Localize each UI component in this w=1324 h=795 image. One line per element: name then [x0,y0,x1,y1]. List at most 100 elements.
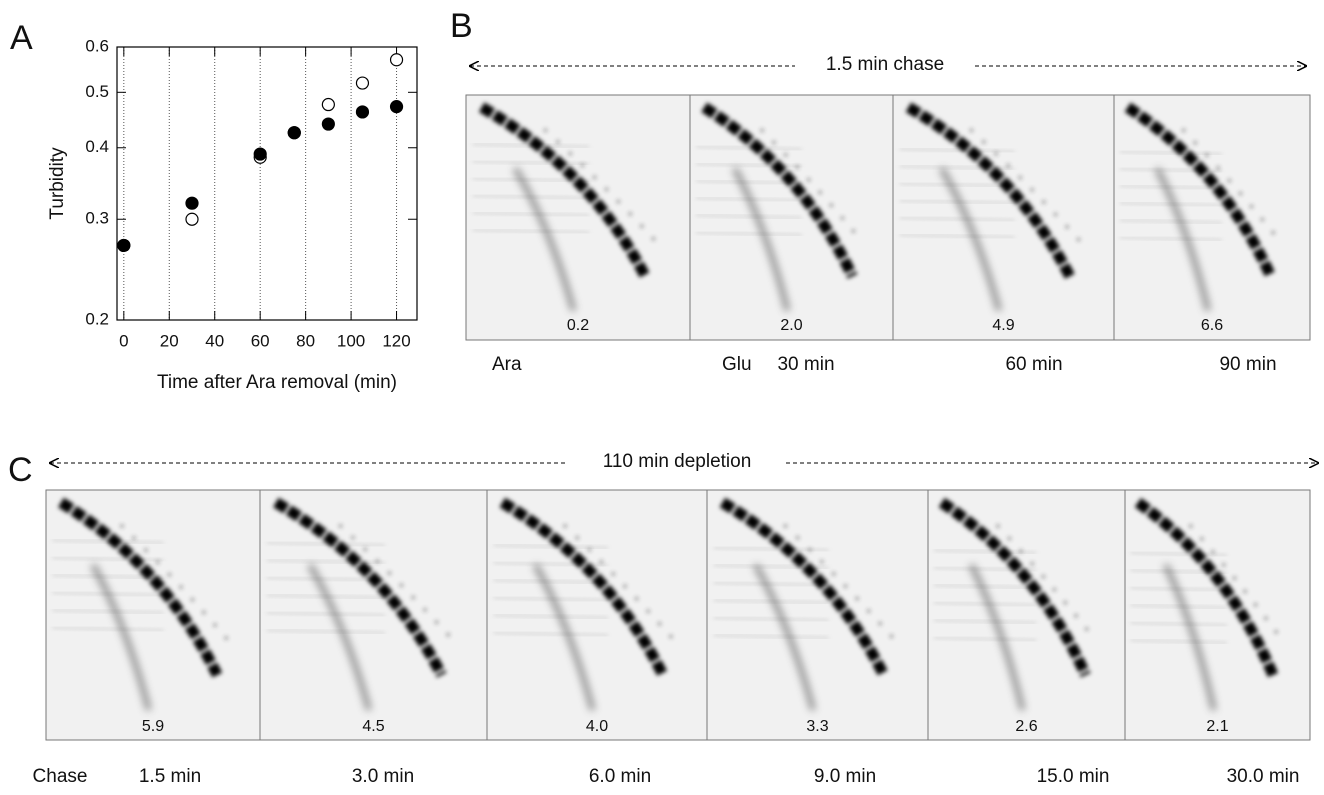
gel-streak [266,611,385,617]
point [287,126,301,140]
gel-streak [1130,639,1227,644]
gel-streak [696,180,802,185]
gel-image [927,489,1126,741]
x-tick-label: 120 [382,331,410,350]
gel-arc [532,563,596,711]
panel-label: C [8,451,33,489]
point [389,53,404,67]
gel-background [927,489,1126,741]
gel-streak [713,581,829,587]
x-tick-label: 60 [251,331,270,350]
point [117,238,131,253]
gel-arc [939,167,1002,312]
lane-value: 4.5 [362,718,384,735]
gel-streak [266,629,385,634]
gel-spot-line [119,523,230,641]
x-tick-label: 80 [296,331,315,350]
gel-spot-line [783,523,896,641]
gel-streak [266,576,385,582]
gel-streak [933,549,1037,554]
lane-label: 1.5 min [139,766,201,787]
gel-spot-line [969,128,1082,244]
gel-streak [899,233,1015,239]
lane-label: 15.0 min [1037,766,1110,787]
gel-arc [1162,563,1217,711]
gel-streak [1130,551,1227,557]
lane-label: 3.0 min [352,766,414,787]
gel-streak [52,609,164,614]
gel-background [486,489,708,741]
x-tick-label: 40 [205,331,224,350]
gel-streak [899,148,1015,153]
gel-streak [933,584,1037,589]
x-tick-label: 20 [160,331,179,350]
gel-streak [696,145,802,151]
lane-label: Glu [722,354,752,375]
gel-streak [266,541,385,547]
gel-arc [968,563,1026,711]
y-tick-label: 0.4 [85,137,109,156]
gel-band [273,497,447,678]
gel-band [478,102,651,279]
gel-arc [307,563,372,711]
point [185,212,199,226]
gel-streak [1119,150,1222,156]
gel-streak [52,556,164,562]
y-tick-label: 0.2 [85,309,109,328]
gel-image [1113,94,1311,341]
lane-value: 3.3 [806,718,828,735]
gel-streak [1119,236,1222,241]
lane-value: 2.6 [1015,718,1037,735]
gel-streak [472,160,590,165]
gel-arc [732,167,791,312]
gel-streak [933,619,1037,624]
gel-streak [933,566,1037,572]
gel-streak [713,634,829,639]
gel-streak [1130,604,1227,609]
x-tick-label: 0 [119,331,128,350]
gel-background [706,489,929,741]
gel-band [499,497,668,678]
y-tick-label: 0.3 [85,209,109,228]
y-tick-label: 0.5 [85,82,109,101]
y-tick-label: 0.6 [85,36,109,55]
gel-streak [1130,621,1227,627]
gel-image [892,94,1115,341]
x-tick-label: 100 [337,331,365,350]
lane-value: 4.9 [992,317,1014,334]
point [185,196,199,210]
point [321,117,335,131]
gel-streak [1119,219,1222,224]
gel-streak [696,214,802,219]
gel-streak [899,182,1015,187]
y-axis-label: Turbidity [47,147,68,220]
gel-band [701,102,858,279]
gel-band [58,497,223,678]
gel-image [259,489,488,741]
panel-label: B [450,7,473,45]
gel-image [465,94,691,341]
lane-label: 30 min [777,354,834,375]
lane-label: Ara [492,354,522,375]
lane-value: 2.1 [1206,718,1228,735]
point [389,100,404,114]
gel-streak [472,211,590,217]
gel-spot-line [543,128,658,244]
lane-value: 2.0 [780,317,802,334]
lane-label: 30.0 min [1227,766,1300,787]
gel-image [706,489,929,741]
gel-streak [493,544,609,549]
gel-arc [90,563,152,711]
gel-band [1124,102,1276,279]
panel-label: A [10,19,33,57]
lane-label: Chase [33,766,88,787]
gel-spot-line [562,523,676,641]
gel-streak [933,601,1037,607]
gel-streak [899,216,1015,222]
gel-image [689,94,894,341]
gel-arc [753,563,816,711]
gel-band [1134,498,1279,678]
gel-background [892,94,1115,341]
